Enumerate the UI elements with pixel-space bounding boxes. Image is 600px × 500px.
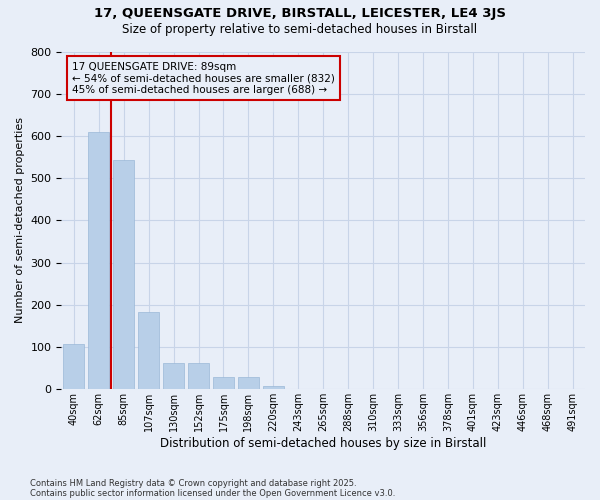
- Bar: [63, 344, 85, 390]
- Text: Contains HM Land Registry data © Crown copyright and database right 2025.: Contains HM Land Registry data © Crown c…: [30, 478, 356, 488]
- Bar: [113, 160, 134, 390]
- Bar: [263, 386, 284, 390]
- Bar: [213, 376, 234, 390]
- Bar: [163, 362, 184, 390]
- Text: Size of property relative to semi-detached houses in Birstall: Size of property relative to semi-detach…: [122, 22, 478, 36]
- Bar: [138, 312, 159, 390]
- X-axis label: Distribution of semi-detached houses by size in Birstall: Distribution of semi-detached houses by …: [160, 437, 487, 450]
- Text: 17 QUEENSGATE DRIVE: 89sqm
← 54% of semi-detached houses are smaller (832)
45% o: 17 QUEENSGATE DRIVE: 89sqm ← 54% of semi…: [72, 62, 335, 95]
- Bar: [238, 376, 259, 390]
- Text: 17, QUEENSGATE DRIVE, BIRSTALL, LEICESTER, LE4 3JS: 17, QUEENSGATE DRIVE, BIRSTALL, LEICESTE…: [94, 8, 506, 20]
- Bar: [88, 132, 109, 390]
- Bar: [188, 362, 209, 390]
- Text: Contains public sector information licensed under the Open Government Licence v3: Contains public sector information licen…: [30, 488, 395, 498]
- Y-axis label: Number of semi-detached properties: Number of semi-detached properties: [15, 118, 25, 324]
